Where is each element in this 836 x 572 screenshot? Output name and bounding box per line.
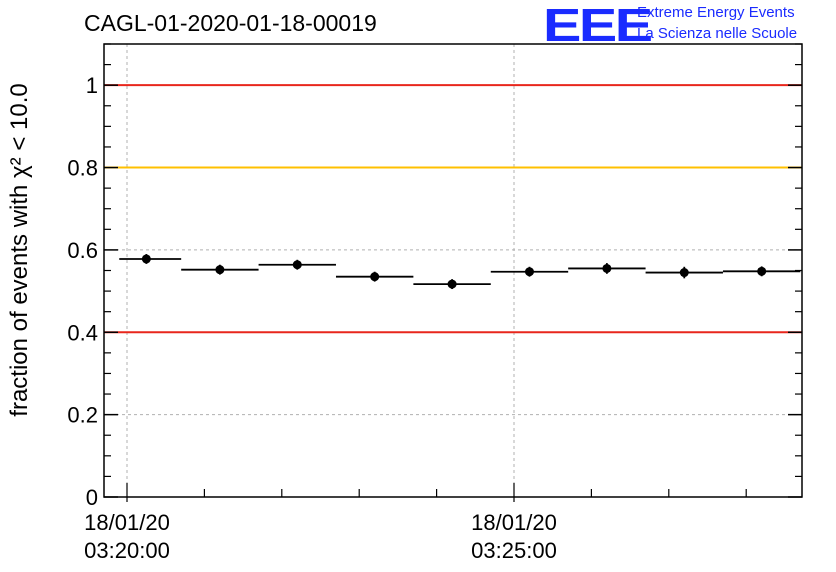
data-point bbox=[679, 268, 689, 278]
x-tick-label-date: 18/01/20 bbox=[471, 510, 557, 535]
data-point bbox=[370, 272, 380, 282]
data-point bbox=[757, 266, 767, 276]
y-tick-label: 0.2 bbox=[67, 403, 98, 428]
y-tick-label: 0.6 bbox=[67, 238, 98, 263]
x-tick-label-time: 03:20:00 bbox=[84, 538, 170, 563]
logo-text-line1: Extreme Energy Events bbox=[637, 4, 795, 21]
y-tick-label: 0.8 bbox=[67, 156, 98, 181]
data-point bbox=[141, 254, 151, 264]
x-tick-label-time: 03:25:00 bbox=[471, 538, 557, 563]
data-point bbox=[524, 267, 534, 277]
y-tick-label: 0.4 bbox=[67, 320, 98, 345]
data-point bbox=[292, 260, 302, 270]
y-tick-label: 0 bbox=[86, 485, 98, 510]
logo-text-line2: La Scienza nelle Scuole bbox=[637, 25, 798, 42]
data-point bbox=[447, 279, 457, 289]
data-point bbox=[602, 263, 612, 273]
data-point bbox=[215, 265, 225, 275]
chart-title: CAGL-01-2020-01-18-00019 bbox=[84, 10, 377, 36]
eee-logo-mark: EEE bbox=[543, 0, 653, 51]
y-tick-label: 1 bbox=[86, 73, 98, 98]
x-tick-label-date: 18/01/20 bbox=[84, 510, 170, 535]
